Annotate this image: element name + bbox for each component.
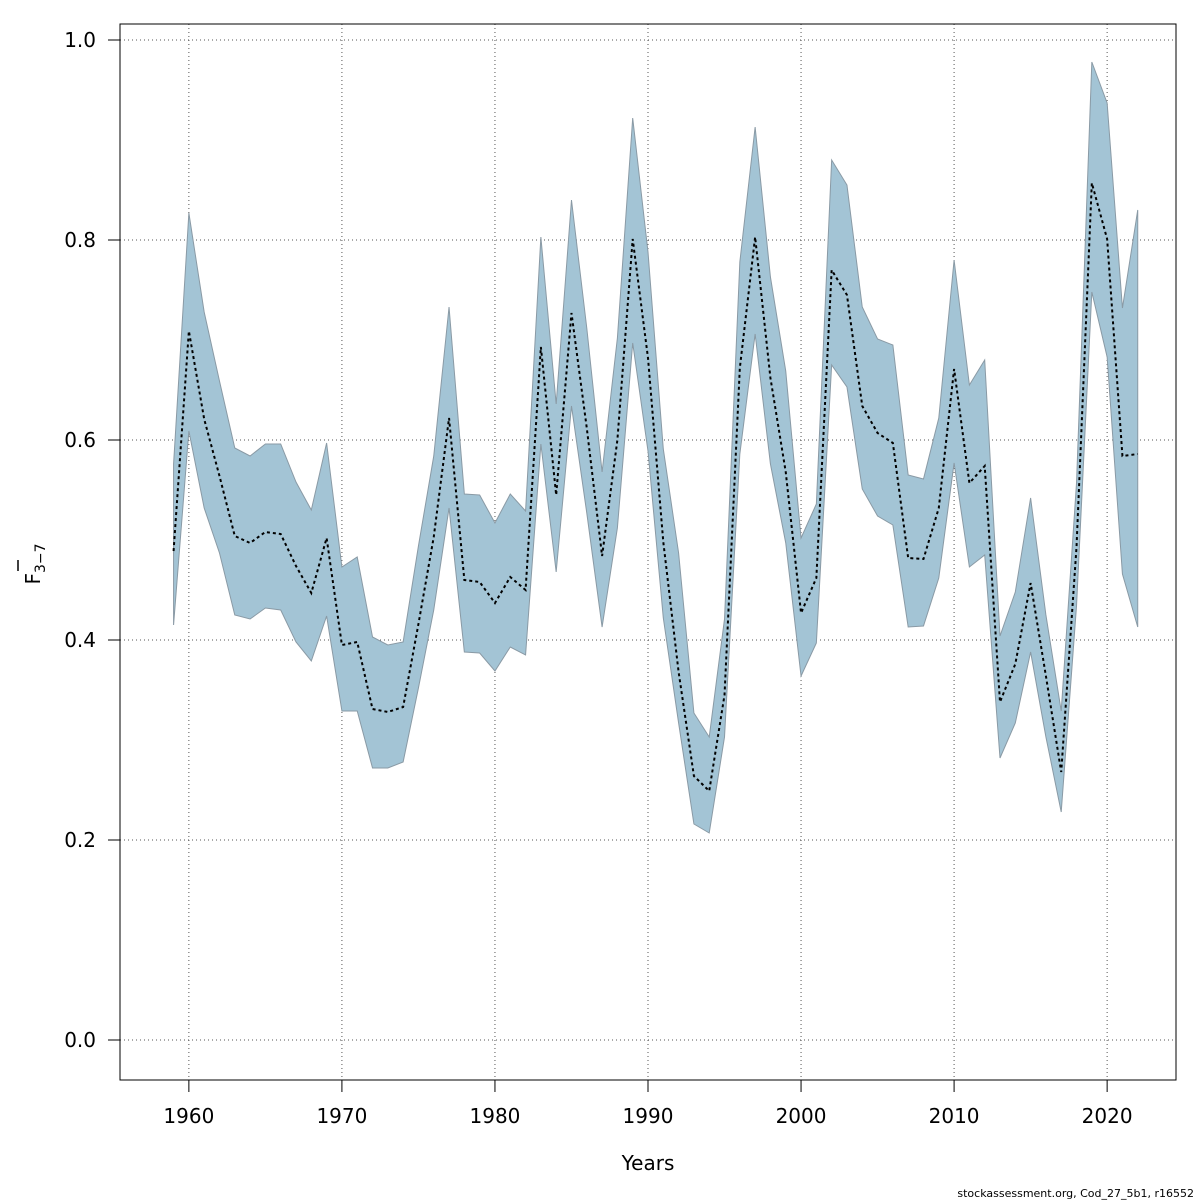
svg-text:F3−7: F3−7 [21, 543, 49, 584]
y-axis-title-sub: 3−7 [33, 543, 49, 573]
estimate-line [172, 182, 1138, 794]
x-tick-label: 2010 [929, 1104, 980, 1128]
footer-credit: stockassessment.org, Cod_27_5b1, r16552 [957, 1187, 1194, 1200]
x-axis-title: Years [621, 1151, 675, 1175]
x-tick-label: 1990 [623, 1104, 674, 1128]
y-axis-title: F3−7 [17, 543, 49, 585]
x-axis: 1960 1970 1980 1990 2000 2010 2020 [163, 1080, 1133, 1128]
y-tick-label: 0.0 [64, 1028, 96, 1052]
y-tick-label: 0.6 [64, 428, 96, 452]
y-tick-label: 0.4 [64, 628, 96, 652]
x-tick-label: 1980 [470, 1104, 521, 1128]
x-tick-label: 2020 [1082, 1104, 1133, 1128]
y-tick-label: 1.0 [64, 28, 96, 52]
x-tick-label: 1960 [163, 1104, 214, 1128]
y-axis-title-main: F [21, 573, 45, 585]
y-tick-label: 0.2 [64, 828, 96, 852]
y-tick-label: 0.8 [64, 228, 96, 252]
x-tick-label: 2000 [776, 1104, 827, 1128]
y-axis: 0.0 0.2 0.4 0.6 0.8 1.0 [64, 28, 120, 1052]
x-tick-label: 1970 [316, 1104, 367, 1128]
